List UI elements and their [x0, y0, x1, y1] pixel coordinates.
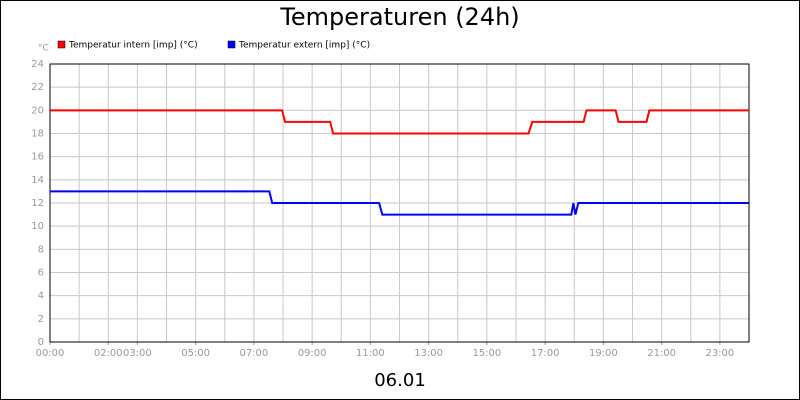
x-tick-label: 00:00 [36, 348, 65, 359]
legend-label: Temperatur intern [imp] (°C) [68, 41, 198, 51]
y-tick-label: 0 [38, 337, 44, 348]
y-tick-label: 18 [31, 129, 44, 140]
chart-title: Temperaturen (24h) [279, 3, 519, 31]
x-tick-label: 13:00 [414, 348, 443, 359]
series-line [50, 109, 749, 135]
x-tick-label: 23:00 [705, 348, 734, 359]
y-tick-label: 6 [38, 268, 44, 279]
y-tick-label: 10 [31, 221, 44, 232]
series-line [50, 190, 749, 216]
x-tick-label: 19:00 [589, 348, 618, 359]
x-tick-label: 15:00 [472, 348, 501, 359]
y-tick-label: 8 [38, 244, 44, 255]
y-tick-label: 12 [31, 198, 44, 209]
y-tick-label: 22 [31, 82, 44, 93]
x-tick-label: 02:00 [94, 348, 123, 359]
y-tick-label: 4 [38, 291, 44, 302]
x-axis-title: 06.01 [374, 370, 426, 391]
legend-swatch [57, 40, 66, 49]
x-tick-label: 21:00 [647, 348, 676, 359]
y-tick-label: 16 [31, 152, 44, 163]
x-tick-label: 17:00 [531, 348, 560, 359]
y-tick-label: 14 [31, 175, 44, 186]
legend-label: Temperatur extern [imp] (°C) [238, 41, 370, 51]
x-tick-label: 11:00 [356, 348, 385, 359]
x-tick-label: 07:00 [239, 348, 268, 359]
x-tick-label: 09:00 [298, 348, 327, 359]
y-tick-label: 24 [31, 59, 44, 70]
x-tick-label: 05:00 [181, 348, 210, 359]
legend-swatch [227, 40, 236, 49]
y-unit: °C [38, 44, 49, 54]
y-tick-label: 2 [38, 314, 44, 325]
x-tick-label: 03:00 [123, 348, 152, 359]
y-tick-label: 20 [31, 105, 44, 116]
